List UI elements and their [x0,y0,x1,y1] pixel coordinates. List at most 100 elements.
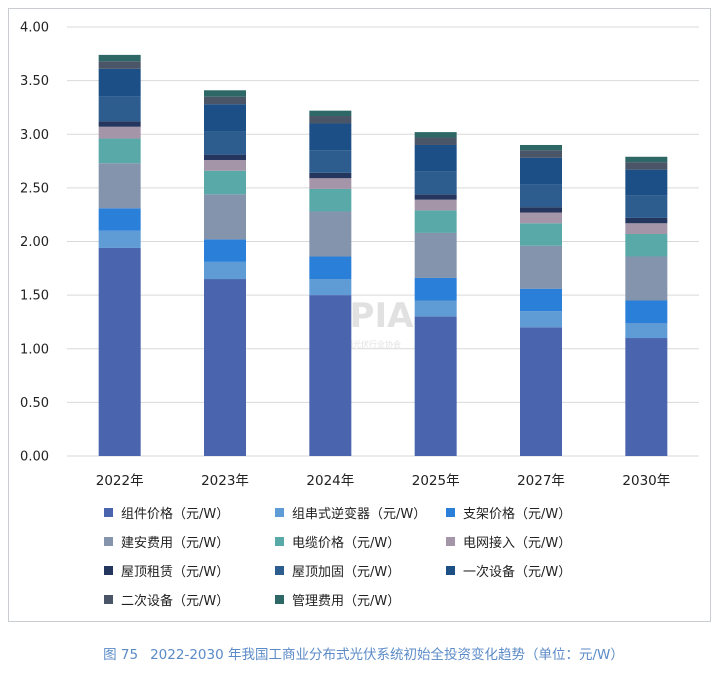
legend-label: 组串式逆变器（元/W） [292,507,427,522]
bar-stack-4 [520,144,562,456]
bar-segment [98,61,141,69]
legend-item: 屋顶加固（元/W） [275,561,446,580]
y-tick-label: 0.00 [20,450,49,465]
legend-item: 电网接入（元/W） [446,532,606,551]
bar-segment [204,96,246,105]
bar-segment [204,170,246,195]
legend-swatch [275,508,284,517]
bar-segment [98,126,141,139]
bar-stack-0 [98,54,141,456]
bar-segment [520,245,562,289]
bar-segment [520,311,562,328]
figure-caption: 图 75 2022-2030 年我国工商业分布式光伏系统初始全投资变化趋势（单位：… [0,643,727,663]
bar-segment [309,178,352,189]
bar-segment [414,144,457,172]
svg-text:中国光伏行业协会: 中国光伏行业协会 [337,339,401,349]
figure-number: 图 75 [103,647,139,663]
legend-swatch [446,537,455,546]
bar-segment [204,261,246,280]
bar-segment [414,277,457,301]
bar-segment [520,157,562,185]
x-tick-label: 2027年 [517,473,565,489]
bar-segment [520,207,562,213]
legend-swatch [275,566,284,575]
bar-segment [520,327,562,456]
bar-segment [520,144,562,151]
bar-segment [414,137,457,145]
bar-stacks [98,54,668,456]
bar-segment [204,90,246,97]
y-tick-label: 2.50 [20,181,49,196]
chart-legend: 组件价格（元/W） 组串式逆变器（元/W） 支架价格（元/W） 建安费用（元/W） 电缆… [104,503,604,609]
bar-segment [414,171,457,195]
bar-stack-5 [625,156,668,456]
legend-swatch [104,508,113,517]
x-tick-label: 2030年 [622,473,670,489]
legend-label: 屋顶租赁（元/W） [121,565,230,580]
legend-label: 组件价格（元/W） [121,507,230,522]
legend-item: 二次设备（元/W） [104,590,275,609]
bar-segment [309,295,352,456]
bar-segment [309,172,352,179]
bar-segment [309,256,352,280]
bar-segment [414,132,457,138]
chart-frame: 0.00 0.50 1.00 1.50 2.00 2.50 3.00 3.50 4.00 CPI… [8,8,711,622]
legend-swatch [104,566,113,575]
bar-segment [520,184,562,208]
bar-segment [309,110,352,117]
bar-segment [625,338,668,456]
bar-segment [309,123,352,151]
x-axis-tick-labels: 2022年 2023年 2024年 2025年 2027年 2030年 [96,473,671,489]
bar-segment [414,194,457,200]
bar-segment [625,156,668,163]
y-tick-label: 1.00 [20,342,49,357]
bar-segment [625,223,668,234]
bar-segment [98,96,141,122]
bar-segment [414,316,457,456]
x-tick-label: 2024年 [306,473,354,489]
y-tick-label: 3.50 [20,74,49,89]
legend-swatch [446,508,455,517]
bar-segment [98,208,141,231]
bar-segment [520,212,562,224]
legend-label: 支架价格（元/W） [463,507,572,522]
x-tick-label: 2025年 [412,473,460,489]
bar-segment [625,233,668,257]
legend-swatch [275,537,284,546]
bar-segment [204,104,246,132]
legend-swatch [275,595,284,604]
legend-item: 管理费用（元/W） [275,590,446,609]
legend-item: 屋顶租赁（元/W） [104,561,275,580]
legend-item: 支架价格（元/W） [446,503,606,522]
bar-segment [309,116,352,124]
bar-segment [204,194,246,240]
legend-item: 组件价格（元/W） [104,503,275,522]
bar-segment [98,230,141,248]
bar-segment [520,150,562,158]
bar-segment [520,288,562,312]
bar-segment [309,188,352,212]
x-tick-label: 2023年 [201,473,249,489]
bar-segment [414,300,457,317]
bar-segment [625,323,668,339]
bar-segment [625,217,668,224]
bar-segment [625,256,668,301]
bar-segment [625,162,668,170]
bar-segment [98,163,141,209]
figure-caption-text: 2022-2030 年我国工商业分布式光伏系统初始全投资变化趋势（单位：元/W） [150,647,624,663]
legend-swatch [446,566,455,575]
y-tick-label: 2.00 [20,235,49,250]
bar-stack-3 [414,132,457,456]
x-tick-label: 2022年 [96,473,144,489]
y-tick-label: 0.50 [20,396,49,411]
y-tick-label: 4.00 [20,21,49,36]
bar-stack-2 [309,110,352,456]
legend-label: 建安费用（元/W） [121,536,230,551]
bar-segment [204,279,246,456]
stacked-bar-chart: 0.000.501.001.502.002.503.003.504.00 CPI… [20,21,699,489]
y-axis-tick-labels: 0.00 0.50 1.00 1.50 2.00 2.50 3.00 3.50 4.00 [20,21,49,465]
legend-item: 建安费用（元/W） [104,532,275,551]
legend-swatch [104,537,113,546]
bar-segment [98,247,141,456]
y-tick-label: 1.50 [20,289,49,304]
